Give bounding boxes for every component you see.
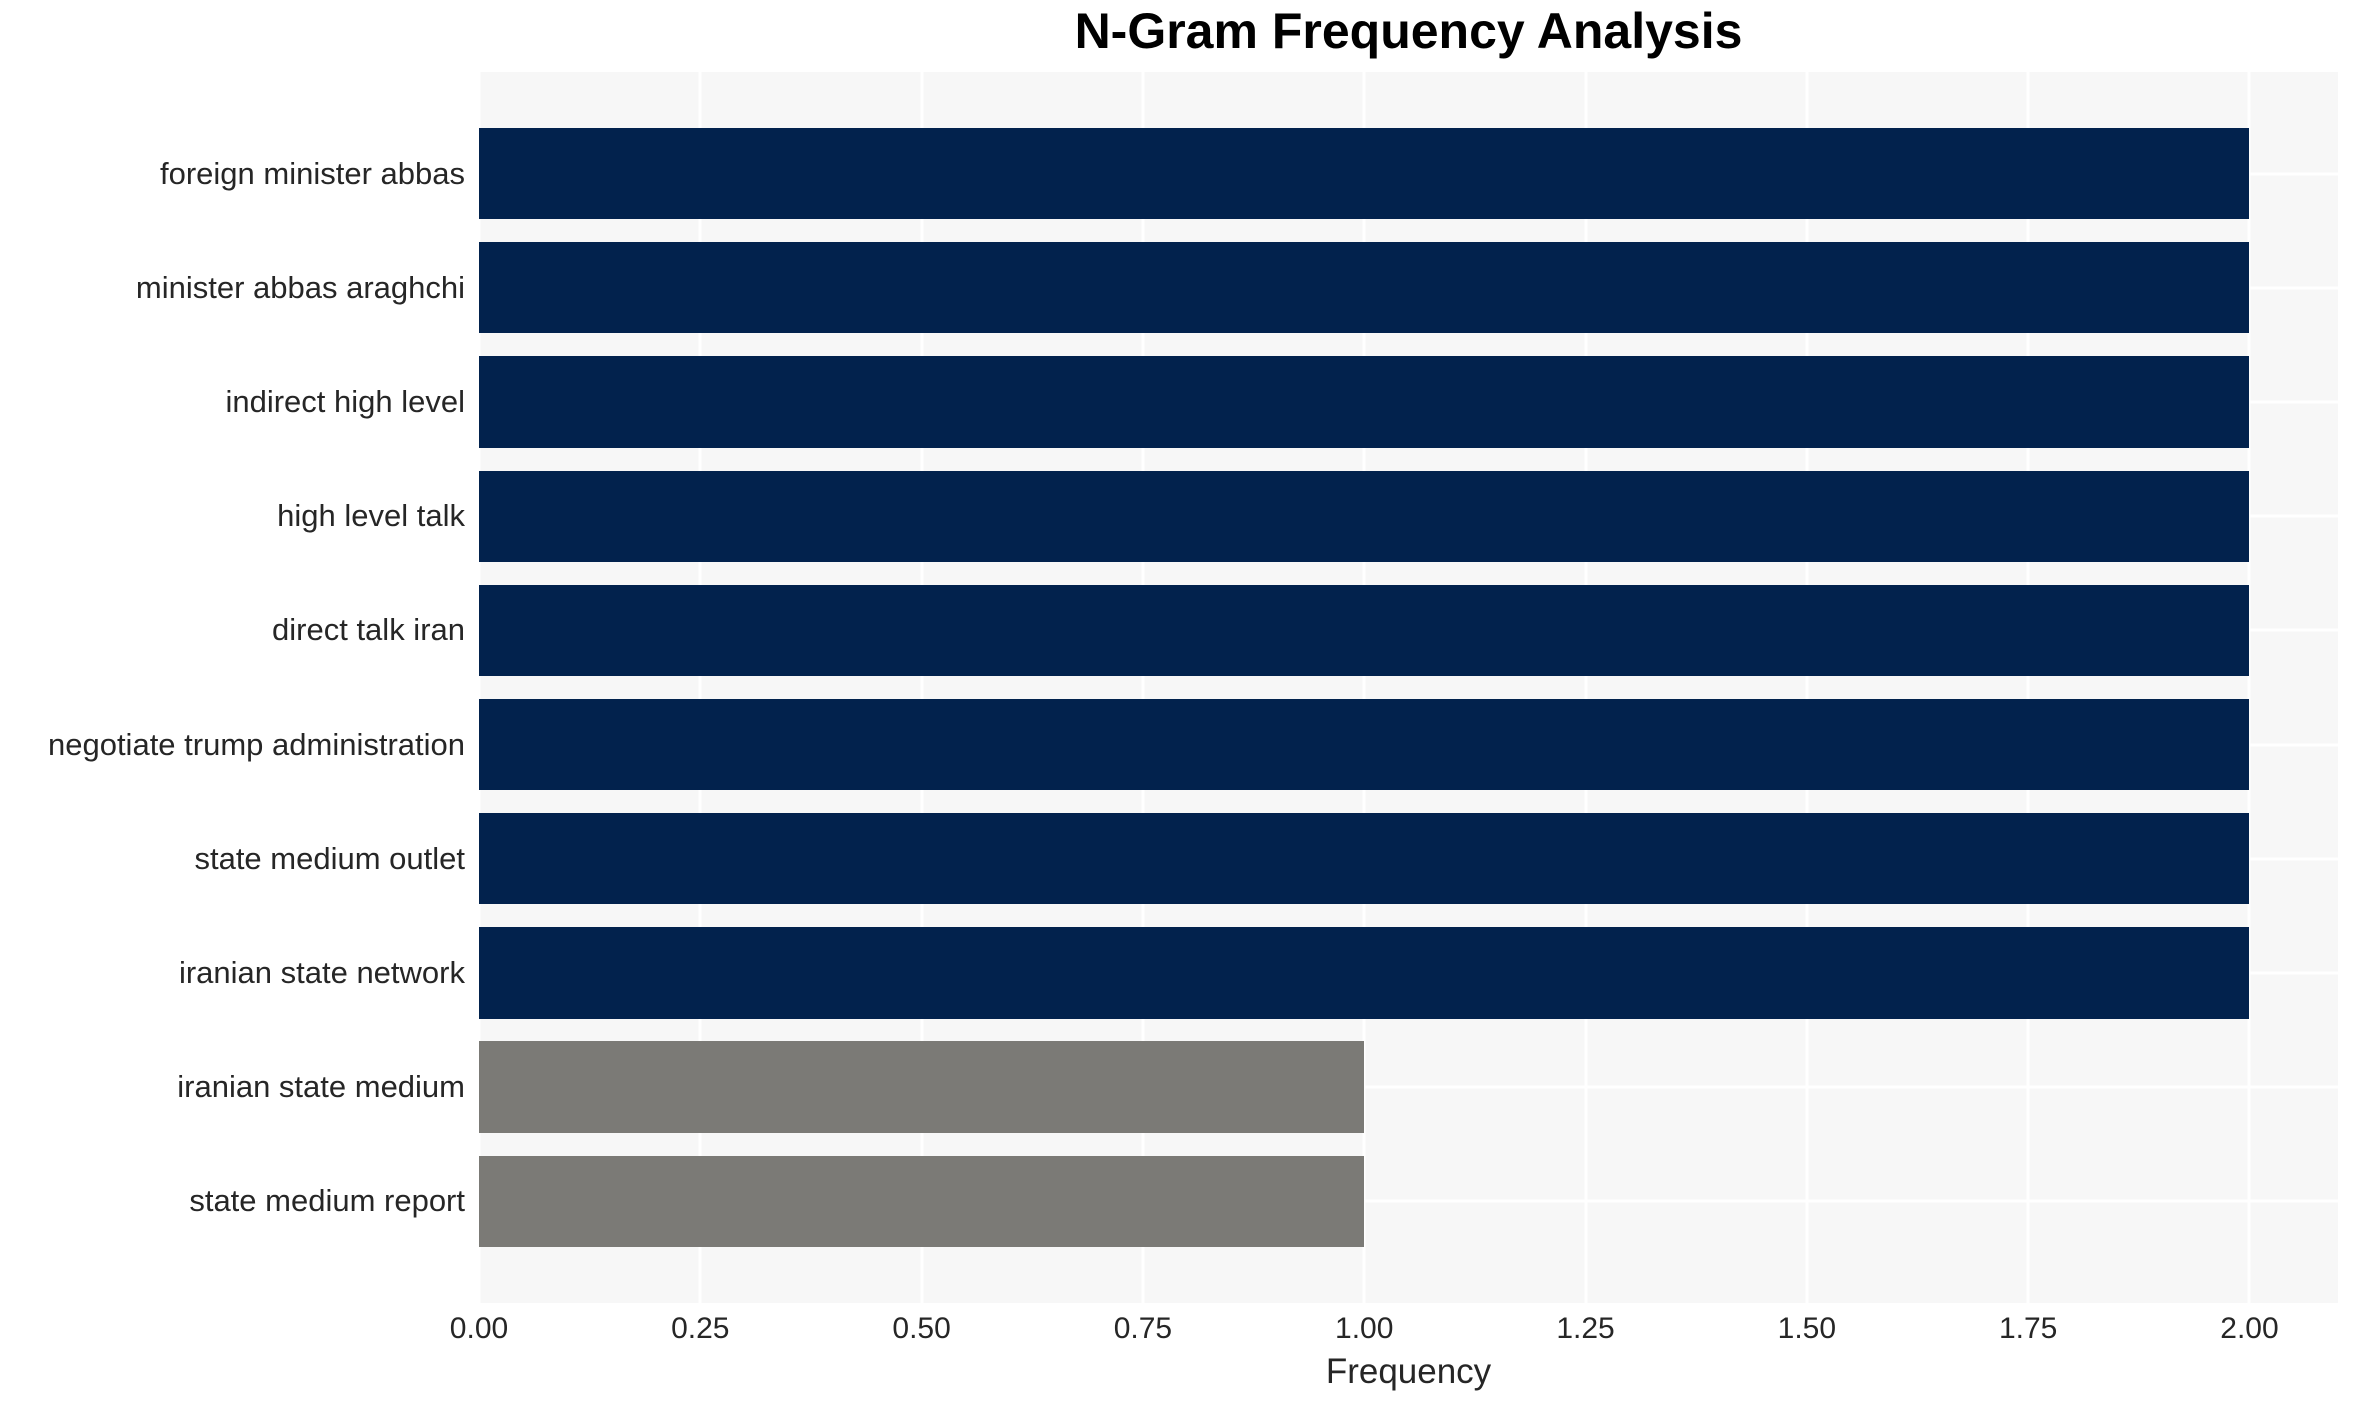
x-axis-title: Frequency: [1325, 1352, 1492, 1391]
x-tick-label: 1.75: [1998, 1312, 2058, 1345]
x-tick-label: 0.50: [892, 1312, 951, 1345]
bar: [479, 813, 2250, 905]
y-tick-label: state medium outlet: [194, 840, 465, 876]
x-tick-label: 1.00: [1335, 1312, 1394, 1345]
x-tick-label: 0.00: [449, 1312, 509, 1345]
y-tick-label: negotiate trump administration: [47, 726, 465, 762]
gridline-vertical: [1362, 72, 1366, 1303]
bar: [479, 127, 2250, 220]
gridline-vertical: [2247, 72, 2251, 1303]
y-axis-labels: foreign minister abbas minister abbas ara…: [0, 72, 479, 1303]
y-tick-label: high level talk: [277, 498, 465, 534]
bar: [479, 1041, 1365, 1133]
x-tick-label: 1.50: [1777, 1312, 1837, 1345]
gridline-vertical: [2026, 72, 2030, 1303]
gridline-vertical: [477, 72, 481, 1303]
chart-title: N-Gram Frequency Analysis: [1074, 3, 1743, 59]
bar: [479, 356, 2250, 448]
x-tick-label: 0.25: [671, 1312, 730, 1345]
gridline-vertical: [920, 72, 924, 1303]
y-tick-label: iranian state network: [178, 954, 465, 990]
gridline-vertical: [1805, 72, 1809, 1303]
plot-area: [477, 72, 2338, 1303]
y-tick-label: iranian state medium: [177, 1069, 465, 1105]
bar: [479, 584, 2250, 677]
y-tick-label: direct talk iran: [272, 612, 465, 648]
y-tick-label: minister abbas araghchi: [135, 269, 465, 305]
bar: [479, 698, 2250, 791]
gridline-horizontal: [479, 1199, 2338, 1203]
gridline-vertical: [1141, 72, 1145, 1303]
x-tick-label: 0.75: [1113, 1312, 1173, 1345]
x-axis-ticks: 0.00 0.25 0.50 0.75 1.00 1.25 1.50 1.75 2.00: [450, 1311, 2338, 1351]
x-tick-label: 1.25: [1556, 1312, 1615, 1345]
y-tick-label: indirect high level: [225, 384, 465, 420]
gridline-vertical: [1584, 72, 1588, 1303]
gridline-vertical: [698, 72, 702, 1303]
y-tick-label: foreign minister abbas: [160, 155, 465, 191]
x-tick-label: 2.00: [2220, 1312, 2279, 1345]
bar: [479, 927, 2250, 1019]
bar: [479, 1155, 1365, 1248]
y-tick-label: state medium report: [189, 1183, 465, 1219]
gridline-horizontal: [479, 1085, 2338, 1089]
bar: [479, 470, 2250, 562]
bar: [479, 242, 2250, 334]
